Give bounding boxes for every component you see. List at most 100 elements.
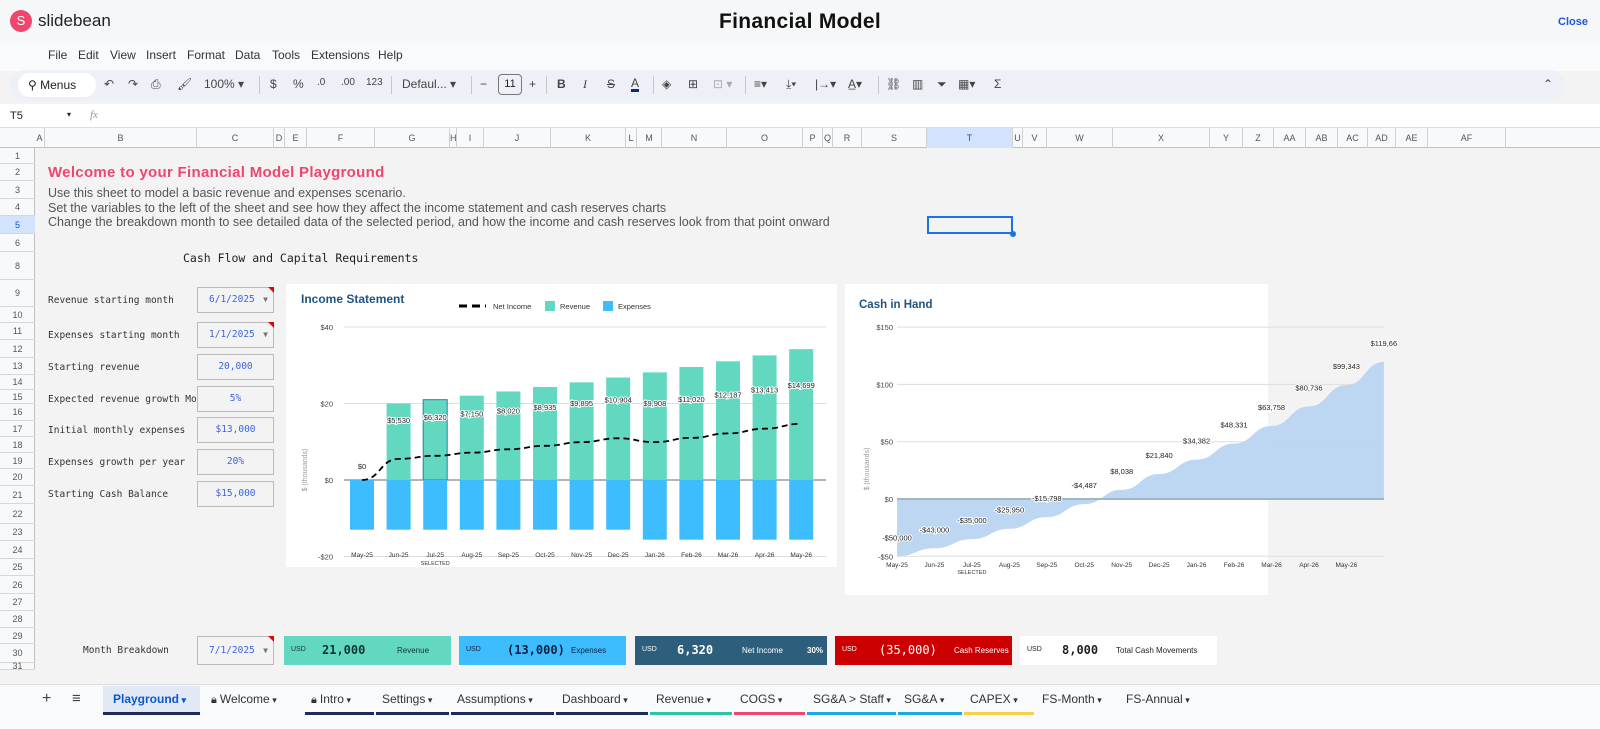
row-header-5[interactable]: 5 [0, 216, 35, 234]
column-header-A[interactable]: A [35, 128, 45, 148]
bold-button[interactable]: B [557, 77, 566, 91]
selected-cell-T5[interactable] [927, 216, 1013, 234]
column-header-G[interactable]: G [375, 128, 450, 148]
row-header-25[interactable]: 25 [0, 559, 35, 576]
revenue-bar[interactable] [569, 382, 594, 480]
expenses-bar[interactable] [606, 480, 631, 530]
revenue-bar[interactable] [679, 366, 704, 480]
row-header-16[interactable]: 16 [0, 404, 35, 421]
expenses-bar[interactable] [533, 480, 557, 530]
column-header-AA[interactable]: AA [1274, 128, 1306, 148]
font-size-input[interactable]: 11 [498, 74, 522, 95]
search-menus-button[interactable]: ⚲ Menus [18, 73, 96, 97]
column-header-AD[interactable]: AD [1368, 128, 1396, 148]
row-header-17[interactable]: 17 [0, 421, 35, 437]
row-header-10[interactable]: 10 [0, 307, 35, 323]
row-header-8[interactable]: 8 [0, 252, 35, 280]
sheet-tab-capex[interactable]: CAPEX ▾ [964, 686, 1034, 715]
number-format-button[interactable]: 123 [366, 77, 383, 88]
menu-extensions[interactable]: Extensions [311, 48, 370, 62]
expenses-bar[interactable] [569, 480, 594, 530]
borders-icon[interactable]: ⊞ [688, 77, 699, 91]
expenses-bar[interactable] [496, 480, 521, 530]
revenue-bar[interactable] [496, 391, 521, 480]
sheet-tab-sg-a-staff[interactable]: SG&A > Staff ▾ [807, 686, 896, 715]
column-header-S[interactable]: S [862, 128, 927, 148]
row-header-26[interactable]: 26 [0, 576, 35, 594]
param-input[interactable]: 20,000 [197, 354, 274, 380]
row-header-23[interactable]: 23 [0, 524, 35, 541]
menu-format[interactable]: Format [187, 48, 226, 62]
sheet-tab-cogs[interactable]: COGS ▾ [734, 686, 805, 715]
column-header-AF[interactable]: AF [1428, 128, 1506, 148]
revenue-bar[interactable] [533, 387, 557, 480]
row-header-12[interactable]: 12 [0, 340, 35, 358]
zoom-select[interactable]: 100% ▾ [204, 77, 245, 91]
revenue-bar[interactable] [459, 395, 484, 480]
column-header-J[interactable]: J [484, 128, 551, 148]
column-header-H[interactable]: H [450, 128, 457, 148]
column-header-U[interactable]: U [1013, 128, 1023, 148]
net-income-line[interactable] [361, 422, 802, 481]
expenses-bar[interactable] [789, 480, 814, 540]
expenses-bar[interactable] [386, 480, 411, 530]
cash-in-hand-chart[interactable]: Cash in Hand $150 $100 $50 $0 -$50 $ (thousand… [845, 284, 1398, 595]
column-header-L[interactable]: L [626, 128, 637, 148]
revenue-bar[interactable] [422, 399, 448, 481]
font-size-decrease-button[interactable]: − [480, 77, 488, 91]
decrease-decimal-button[interactable]: .0 [317, 77, 326, 88]
column-header-C[interactable]: C [197, 128, 274, 148]
row-header-24[interactable]: 24 [0, 541, 35, 559]
collapse-toolbar-icon[interactable]: ⌃ [1543, 77, 1554, 91]
expenses-bar[interactable] [423, 480, 448, 530]
sheet-tab-fs-month[interactable]: FS-Month ▾ [1036, 686, 1118, 713]
column-header-P[interactable]: P [803, 128, 823, 148]
menu-help[interactable]: Help [378, 48, 403, 62]
column-header-Q[interactable]: Q [823, 128, 833, 148]
expenses-bar[interactable] [642, 480, 667, 540]
increase-decimal-button[interactable]: .00 [341, 77, 355, 88]
redo-icon[interactable]: ↷ [128, 77, 139, 91]
row-header-27[interactable]: 27 [0, 594, 35, 611]
menu-data[interactable]: Data [235, 48, 261, 62]
sheet-tab-assumptions[interactable]: Assumptions ▾ [451, 686, 554, 715]
row-header-13[interactable]: 13 [0, 358, 35, 375]
sheet-tab-intro[interactable]: 🔒︎ Intro ▾ [305, 686, 374, 715]
column-header-AC[interactable]: AC [1338, 128, 1368, 148]
sheet-tab-settings[interactable]: Settings ▾ [376, 686, 449, 715]
menu-insert[interactable]: Insert [146, 48, 177, 62]
menu-edit[interactable]: Edit [78, 48, 99, 62]
revenue-bar[interactable] [386, 403, 411, 481]
revenue-bar[interactable] [642, 372, 667, 480]
add-sheet-button[interactable]: + [42, 690, 52, 707]
sheet-tab-fs-annual[interactable]: FS-Annual ▾ [1120, 686, 1210, 713]
param-dropdown[interactable]: 1/1/2025 ▼ [197, 322, 274, 348]
name-box[interactable]: T5 ▾ [10, 110, 72, 122]
sheet-tab-sg-a[interactable]: SG&A ▾ [898, 686, 962, 715]
column-header-O[interactable]: O [727, 128, 803, 148]
revenue-bar[interactable] [789, 349, 814, 480]
column-header-T[interactable]: T [927, 128, 1013, 148]
chart-icon[interactable]: ▥ [912, 77, 924, 91]
merge-cells-icon[interactable]: ⊡ ▾ [713, 77, 733, 91]
row-header-22[interactable]: 22 [0, 504, 35, 524]
row-header-4[interactable]: 4 [0, 199, 35, 216]
sheet-tab-revenue[interactable]: Revenue ▾ [650, 686, 732, 715]
expenses-bar[interactable] [752, 480, 777, 540]
column-header-I[interactable]: I [457, 128, 484, 148]
row-header-6[interactable]: 6 [0, 234, 35, 252]
print-icon[interactable]: ⎙ [151, 77, 161, 91]
revenue-bar[interactable] [752, 355, 777, 480]
column-header-K[interactable]: K [551, 128, 626, 148]
percent-format-button[interactable]: % [293, 77, 304, 91]
italic-button[interactable]: I [583, 77, 587, 91]
menu-file[interactable]: File [48, 48, 68, 62]
text-rotation-icon[interactable]: A̲▾ [848, 77, 863, 91]
font-select[interactable]: Defaul... ▾ [402, 77, 457, 91]
sheet-tab-welcome[interactable]: 🔒︎ Welcome ▾ [205, 686, 300, 713]
expenses-bar[interactable] [459, 480, 484, 530]
undo-icon[interactable]: ↶ [104, 77, 115, 91]
menu-tools[interactable]: Tools [272, 48, 301, 62]
revenue-bar[interactable] [716, 361, 740, 480]
income-statement-chart[interactable]: Income Statement Net Income Revenue Expense… [286, 284, 837, 567]
